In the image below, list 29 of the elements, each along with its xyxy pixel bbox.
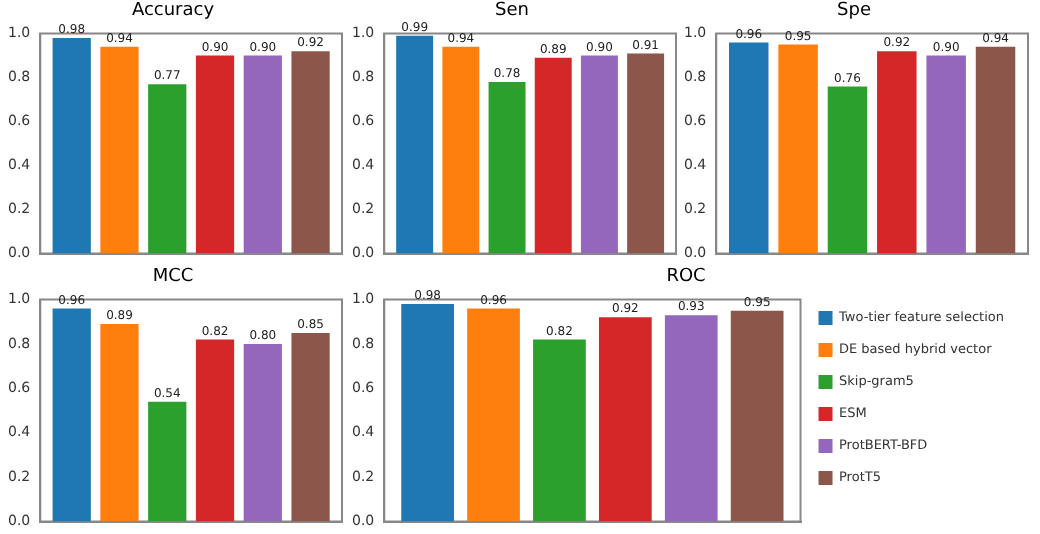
bar: [100, 324, 139, 522]
chart-title: Spe: [837, 1, 872, 22]
chart-title: Accuracy: [131, 1, 216, 22]
bar: [195, 55, 235, 254]
bar: [243, 55, 282, 254]
bar: [664, 315, 718, 522]
bar: [401, 304, 454, 522]
bar: [728, 42, 769, 254]
bar: [291, 51, 330, 254]
bar: [926, 55, 966, 254]
chart-title: ROC: [666, 267, 706, 288]
bar: [148, 401, 187, 522]
bar: [778, 44, 818, 254]
bar: [195, 339, 235, 522]
bar: [975, 46, 1016, 254]
chart-title: MCC: [152, 267, 194, 288]
bar: [877, 51, 917, 254]
bar: [52, 308, 91, 522]
chart-title: Sen: [495, 1, 529, 22]
bar: [827, 86, 868, 254]
bar: [533, 339, 586, 522]
bar: [291, 332, 330, 522]
bar: [598, 317, 652, 522]
bar: [100, 46, 139, 254]
bar: [730, 310, 784, 522]
bar: [52, 38, 91, 254]
bar: [467, 308, 520, 522]
bar: [148, 84, 187, 254]
bar: [243, 344, 282, 522]
